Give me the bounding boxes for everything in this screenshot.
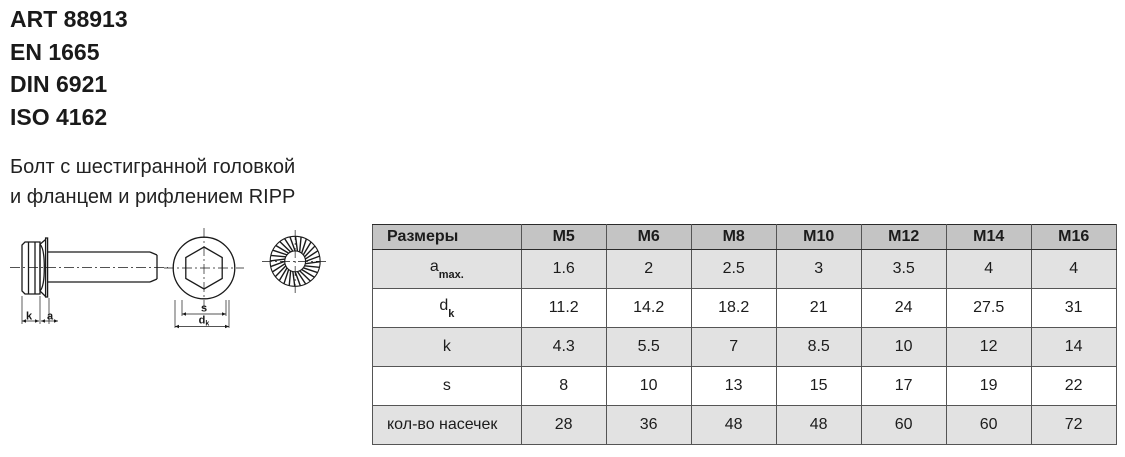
svg-text:a: a xyxy=(47,311,54,323)
svg-text:k: k xyxy=(26,311,33,323)
svg-text:dk: dk xyxy=(199,315,210,328)
svg-text:s: s xyxy=(201,303,207,315)
